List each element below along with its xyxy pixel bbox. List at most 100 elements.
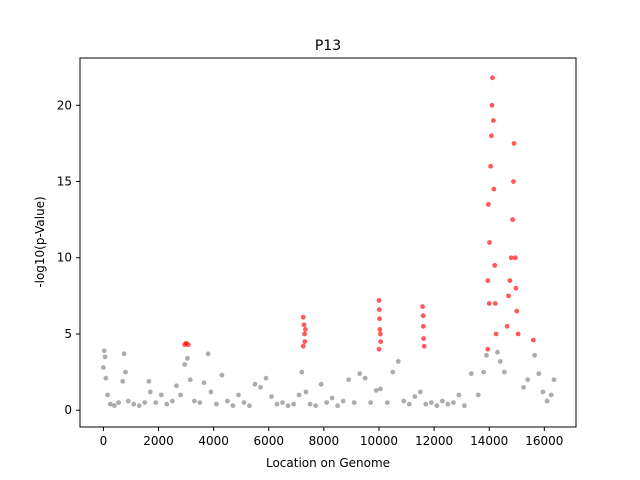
significant-data-point xyxy=(486,301,492,306)
data-point xyxy=(142,400,148,405)
data-point xyxy=(291,401,296,407)
x-tick-label: 0 xyxy=(100,434,108,448)
data-point xyxy=(178,392,183,398)
data-point xyxy=(112,403,117,409)
significant-data-point xyxy=(420,313,426,319)
data-point xyxy=(285,403,291,409)
data-point xyxy=(329,395,335,401)
y-axis-label: -log10(p-Value) xyxy=(33,196,47,287)
y-tick-label: 5 xyxy=(64,327,72,341)
data-point xyxy=(263,375,269,381)
data-point xyxy=(307,401,313,407)
data-point xyxy=(241,400,247,405)
x-tick-label: 8000 xyxy=(309,434,340,448)
data-point xyxy=(384,400,390,405)
data-point xyxy=(208,389,214,395)
data-point xyxy=(551,377,557,383)
y-tick-label: 15 xyxy=(57,175,72,189)
data-point xyxy=(401,398,407,404)
significant-data-point xyxy=(492,301,498,306)
data-point xyxy=(357,371,363,377)
x-tick-label: 4000 xyxy=(198,434,229,448)
data-point xyxy=(521,384,527,390)
data-point xyxy=(373,388,379,393)
data-point xyxy=(164,401,170,407)
data-point xyxy=(214,401,219,407)
data-point xyxy=(187,377,193,383)
data-point xyxy=(123,369,128,375)
significant-data-point xyxy=(513,285,519,291)
data-point xyxy=(101,348,107,354)
y-axis: 0 5 10 15 20 xyxy=(57,98,80,417)
significant-data-point xyxy=(489,102,495,108)
data-point xyxy=(417,389,423,395)
data-point xyxy=(269,394,274,399)
data-point xyxy=(205,351,211,357)
data-point xyxy=(225,398,230,404)
significant-data-point xyxy=(492,262,498,268)
y-tick-label: 0 xyxy=(64,403,72,417)
data-point xyxy=(346,377,352,383)
chart-title: P13 xyxy=(315,38,341,54)
data-point xyxy=(153,400,159,405)
data-point xyxy=(125,398,131,404)
significant-data-point xyxy=(378,339,384,345)
data-point xyxy=(303,389,309,395)
data-point xyxy=(121,351,127,357)
data-point xyxy=(536,371,542,377)
data-point xyxy=(313,403,318,409)
data-point xyxy=(219,372,225,378)
data-point xyxy=(390,369,396,375)
y-tick-label: 20 xyxy=(57,98,72,112)
data-point xyxy=(475,392,481,398)
data-point xyxy=(481,369,487,375)
significant-data-point xyxy=(300,343,306,349)
significant-data-point xyxy=(376,346,382,352)
data-point xyxy=(412,394,418,399)
significant-data-point xyxy=(490,75,495,81)
data-point xyxy=(182,362,188,367)
data-point xyxy=(258,384,263,390)
significant-data-point xyxy=(510,217,516,223)
data-point xyxy=(191,398,197,404)
data-point xyxy=(105,392,110,398)
data-point xyxy=(236,392,241,398)
data-point xyxy=(146,378,152,384)
data-point xyxy=(101,365,106,370)
significant-data-point xyxy=(420,323,426,329)
significant-data-point xyxy=(508,255,514,261)
data-point xyxy=(230,403,236,409)
data-points xyxy=(101,75,557,409)
data-point xyxy=(169,398,175,404)
data-point xyxy=(131,401,137,407)
significant-data-point xyxy=(485,346,491,352)
significant-data-point xyxy=(376,307,382,312)
data-point xyxy=(324,400,330,405)
significant-data-point xyxy=(377,331,383,337)
data-point xyxy=(495,349,500,355)
significant-data-point xyxy=(490,118,496,123)
significant-data-point xyxy=(377,316,382,322)
significant-data-point xyxy=(493,331,499,337)
data-point xyxy=(368,400,374,405)
data-point xyxy=(501,369,507,375)
significant-data-point xyxy=(376,298,382,303)
significant-data-point xyxy=(504,323,510,329)
x-tick-label: 2000 xyxy=(143,434,174,448)
x-axis: 0 2000 4000 6000 8000 10000 12000 14000 16000 xyxy=(100,427,563,448)
data-point xyxy=(136,403,142,409)
data-point xyxy=(434,403,440,409)
data-point xyxy=(197,400,203,405)
x-tick-label: 14000 xyxy=(470,434,508,448)
significant-data-point xyxy=(506,293,511,299)
data-point xyxy=(158,392,164,398)
data-point xyxy=(185,355,190,361)
significant-data-point xyxy=(512,255,518,261)
data-point xyxy=(340,398,346,404)
significant-data-point xyxy=(420,304,425,309)
data-point xyxy=(456,392,462,398)
data-point xyxy=(252,381,258,387)
y-tick-label: 10 xyxy=(57,251,72,265)
significant-data-point xyxy=(530,337,536,343)
